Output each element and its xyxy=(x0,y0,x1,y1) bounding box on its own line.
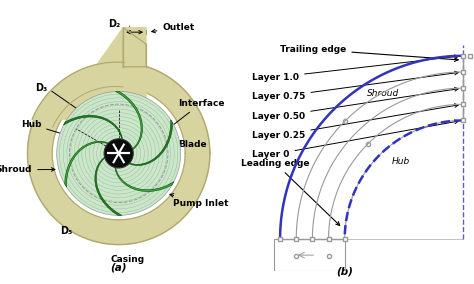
Polygon shape xyxy=(95,157,122,215)
Text: Layer 0.50: Layer 0.50 xyxy=(252,87,458,121)
Polygon shape xyxy=(115,168,174,191)
Text: Hub: Hub xyxy=(21,120,103,147)
Text: Outlet: Outlet xyxy=(152,23,195,33)
Text: Casing: Casing xyxy=(111,256,145,264)
Text: D₂: D₂ xyxy=(109,18,121,28)
Polygon shape xyxy=(65,141,109,187)
Text: D₅: D₅ xyxy=(60,226,72,236)
Text: Shroud: Shroud xyxy=(0,165,55,174)
Bar xyxy=(273,239,345,271)
Circle shape xyxy=(57,91,181,215)
Polygon shape xyxy=(123,28,146,67)
Text: Pump Inlet: Pump Inlet xyxy=(170,194,229,208)
Polygon shape xyxy=(116,91,143,150)
Polygon shape xyxy=(27,62,210,245)
Text: Blade: Blade xyxy=(147,140,207,168)
Text: (b): (b) xyxy=(336,267,353,277)
Polygon shape xyxy=(129,120,173,166)
Text: Layer 1.0: Layer 1.0 xyxy=(252,55,458,82)
Text: Layer 0.75: Layer 0.75 xyxy=(252,71,458,101)
Text: Hub: Hub xyxy=(392,157,410,166)
Text: D₃: D₃ xyxy=(36,83,47,93)
Text: Leading edge: Leading edge xyxy=(241,159,340,225)
Text: Layer 0: Layer 0 xyxy=(252,120,458,159)
Text: (a): (a) xyxy=(110,263,127,273)
Circle shape xyxy=(104,139,133,168)
Text: Trailing edge: Trailing edge xyxy=(280,45,458,61)
Text: Interface: Interface xyxy=(166,99,224,130)
Text: Shroud: Shroud xyxy=(367,89,400,98)
Polygon shape xyxy=(32,28,146,127)
Polygon shape xyxy=(64,115,122,139)
Text: Layer 0.25: Layer 0.25 xyxy=(252,104,458,140)
